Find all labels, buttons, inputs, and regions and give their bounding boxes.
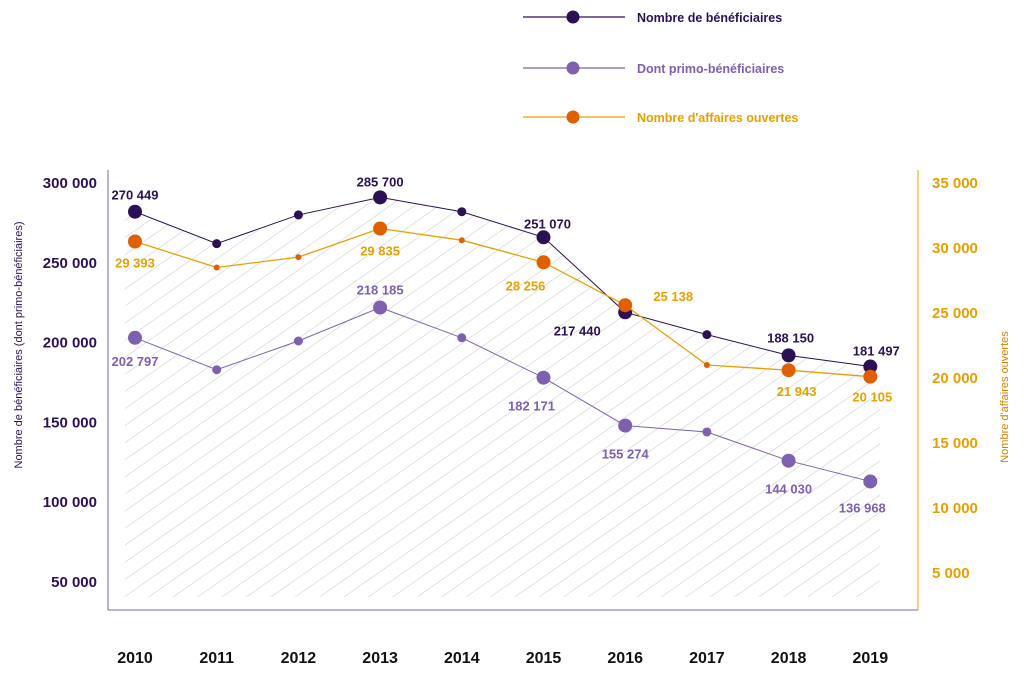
data-label: 28 256: [506, 278, 546, 293]
data-point: [536, 255, 551, 270]
x-tick-label: 2010: [117, 650, 153, 667]
data-label: 21 943: [777, 384, 817, 399]
data-point: [702, 427, 712, 437]
hatched-area: [125, 197, 881, 597]
legend-label: Nombre d'affaires ouvertes: [637, 111, 798, 125]
data-point: [703, 362, 710, 368]
data-point: [781, 348, 796, 363]
legend-label: Dont primo-bénéficiaires: [637, 62, 784, 76]
data-point: [863, 474, 878, 489]
series-line: [134, 196, 871, 368]
right-tick-label: 30 000: [932, 240, 978, 257]
data-point: [128, 330, 142, 345]
legend: Nombre de bénéficiaires Dont primo-bénéfi…: [523, 10, 798, 125]
x-tick-label: 2016: [607, 650, 643, 667]
right-tick-label: 25 000: [932, 305, 978, 322]
data-point: [213, 264, 220, 271]
data-label: 20 105: [852, 390, 892, 405]
data-point: [702, 330, 712, 340]
left-axis-title: Nombre de bénéficiaires (dont primo-béné…: [13, 221, 25, 468]
right-tick-label: 35 000: [932, 175, 978, 192]
right-tick-label: 15 000: [932, 435, 978, 452]
data-point: [373, 190, 388, 205]
data-label: 144 030: [765, 482, 812, 497]
data-point: [863, 359, 878, 374]
data-label: 29 835: [360, 244, 400, 259]
data-point: [128, 234, 142, 249]
legend-swatch-marker: [566, 110, 580, 124]
data-point: [293, 336, 303, 346]
data-point: [295, 254, 302, 261]
left-tick-label: 50 000: [51, 574, 97, 591]
legend-swatch-marker: [566, 61, 580, 75]
data-label: 251 070: [524, 216, 571, 231]
x-tick-label: 2012: [281, 650, 317, 667]
hatch-fill: [125, 197, 881, 597]
left-tick-label: 250 000: [43, 255, 97, 272]
data-point: [536, 370, 551, 385]
x-tick-label: 2014: [444, 650, 480, 667]
series-line: [134, 227, 871, 378]
data-point: [457, 333, 467, 343]
data-point: [781, 453, 796, 468]
left-tick-label: 100 000: [43, 494, 97, 511]
data-label: 25 138: [653, 289, 693, 304]
x-tick-label: 2019: [853, 650, 889, 667]
data-label: 136 968: [839, 500, 886, 515]
x-tick-label: 2017: [689, 650, 725, 667]
data-point: [293, 210, 303, 220]
left-tick-label: 150 000: [43, 414, 97, 431]
data-label: 285 700: [357, 174, 404, 189]
right-axis-title: Nombre d'affaires ouvertes: [999, 331, 1011, 463]
data-point: [618, 298, 633, 313]
series-layer: [128, 190, 878, 489]
data-point: [618, 418, 633, 433]
data-label: 270 449: [112, 188, 159, 203]
data-point: [863, 369, 878, 384]
data-point: [212, 239, 222, 249]
data-label: 182 171: [508, 399, 555, 414]
x-tick-label: 2013: [362, 650, 398, 667]
data-point: [373, 221, 388, 236]
series-line: [134, 306, 871, 482]
left-tick-label: 300 000: [43, 175, 97, 192]
data-label: 155 274: [602, 447, 650, 462]
right-tick-label: 5 000: [932, 565, 970, 582]
data-point: [781, 363, 796, 378]
data-label: 202 797: [112, 354, 159, 369]
legend-swatch-marker: [566, 10, 580, 24]
data-label: 181 497: [853, 344, 900, 359]
axes: 50 000 100 000 150 000 200 000 250 000 300 00…: [13, 170, 1011, 667]
data-point: [536, 230, 551, 245]
right-tick-label: 10 000: [932, 500, 978, 517]
data-label: 188 150: [767, 330, 814, 345]
x-tick-label: 2018: [771, 650, 807, 667]
data-point: [128, 204, 142, 219]
data-label: 217 440: [554, 323, 601, 338]
data-labels: 270 449 285 700 251 070 217 440 188 150 181 4…: [112, 174, 900, 515]
data-point: [212, 365, 222, 375]
right-tick-label: 20 000: [932, 370, 978, 387]
data-point: [457, 207, 467, 217]
x-tick-label: 2015: [526, 650, 562, 667]
data-point: [458, 237, 465, 244]
left-tick-label: 200 000: [43, 335, 97, 352]
legend-label: Nombre de bénéficiaires: [637, 11, 782, 25]
x-tick-label: 2011: [199, 650, 234, 667]
data-label: 29 393: [115, 256, 155, 271]
data-label: 218 185: [357, 282, 404, 297]
data-point: [373, 300, 388, 315]
